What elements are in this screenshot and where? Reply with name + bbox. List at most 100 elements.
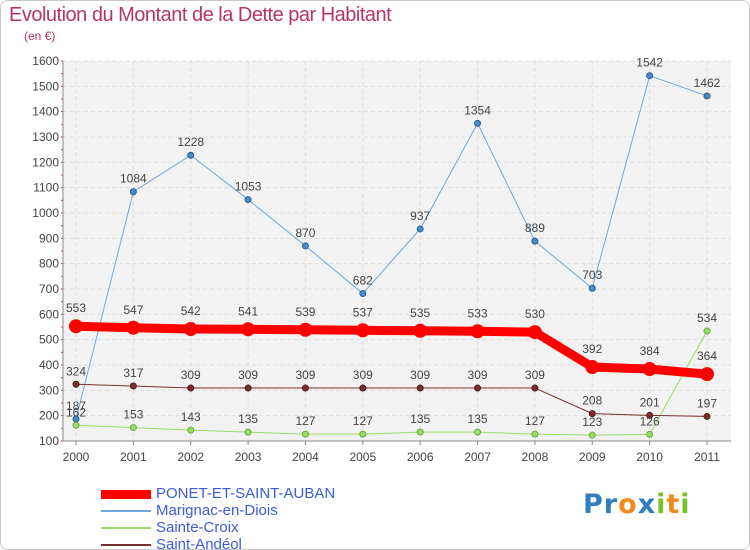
data-label: 1084 <box>120 172 147 186</box>
data-point <box>474 384 482 392</box>
data-point <box>416 384 424 392</box>
series-line <box>75 383 708 417</box>
y-tick-label: 500 <box>39 333 59 347</box>
x-tick-label: 2009 <box>579 450 606 464</box>
chart-unit-label: (en €) <box>24 29 56 43</box>
data-point <box>241 322 256 337</box>
data-point <box>301 242 309 250</box>
data-point <box>531 237 539 245</box>
y-tick-label: 600 <box>39 307 59 321</box>
data-label: 1228 <box>177 135 204 149</box>
data-label: 542 <box>181 304 201 318</box>
x-tick-label: 2011 <box>694 450 720 464</box>
data-point <box>244 384 252 392</box>
data-label: 534 <box>697 311 717 325</box>
data-label: 1354 <box>464 103 491 117</box>
data-point <box>642 362 657 377</box>
data-label: 135 <box>238 412 258 426</box>
data-label: 127 <box>353 414 373 428</box>
data-point <box>355 323 370 338</box>
series-line <box>75 75 708 420</box>
data-point <box>646 411 654 419</box>
data-point <box>359 384 367 392</box>
data-point <box>646 430 654 438</box>
y-tick-label: 1600 <box>32 54 59 68</box>
logo-letter: r <box>603 489 619 520</box>
data-point <box>187 426 195 434</box>
legend-label: Saint-Andéol <box>156 536 242 550</box>
data-label: 309 <box>238 368 258 382</box>
data-point <box>129 382 137 390</box>
data-label: 162 <box>66 405 86 419</box>
logo-letter: x <box>637 489 657 520</box>
data-label: 682 <box>353 274 373 288</box>
data-point <box>298 322 313 337</box>
data-label: 197 <box>697 396 717 410</box>
data-label: 1462 <box>694 76 721 90</box>
x-tick-label: 2006 <box>407 450 434 464</box>
data-point <box>416 225 424 233</box>
legend-swatch <box>101 489 151 499</box>
data-label: 870 <box>295 226 315 240</box>
logo-letter: P <box>583 489 604 520</box>
data-point <box>527 325 542 340</box>
data-point <box>72 421 80 429</box>
data-label: 937 <box>410 209 430 223</box>
y-tick-label: 400 <box>39 358 59 372</box>
data-label: 553 <box>66 301 86 315</box>
legend-label: Sainte-Croix <box>156 519 239 536</box>
data-label: 392 <box>582 342 602 356</box>
series-line <box>71 321 712 379</box>
plot-background <box>63 61 731 441</box>
y-tick-label: 1400 <box>32 105 59 119</box>
data-label: 309 <box>525 368 545 382</box>
data-label: 541 <box>238 304 258 318</box>
data-point <box>69 319 83 334</box>
logo-letter: t <box>666 489 681 520</box>
y-tick-label: 900 <box>39 231 59 245</box>
legend-swatch <box>101 544 151 546</box>
data-point <box>703 92 711 100</box>
y-tick-label: 700 <box>39 282 59 296</box>
data-point <box>129 188 137 196</box>
x-tick-label: 2002 <box>177 450 204 464</box>
logo-letter: o <box>618 489 638 520</box>
data-label: 135 <box>468 412 488 426</box>
x-tick-label: 2007 <box>464 450 491 464</box>
x-tick-label: 2001 <box>120 450 147 464</box>
data-point <box>416 428 424 436</box>
data-label: 535 <box>410 306 430 320</box>
data-label: 533 <box>468 306 488 320</box>
y-tick-label: 1000 <box>32 206 59 220</box>
data-point <box>301 384 309 392</box>
data-point <box>588 284 596 292</box>
data-point <box>700 367 714 382</box>
data-label: 309 <box>181 368 201 382</box>
data-label: 317 <box>123 366 143 380</box>
data-point <box>244 196 252 204</box>
data-label: 143 <box>181 410 201 424</box>
series-line <box>75 330 708 436</box>
data-label: 126 <box>640 414 660 428</box>
data-point <box>585 360 600 375</box>
y-tick-label: 1200 <box>32 155 59 169</box>
data-point <box>588 431 596 439</box>
data-label: 537 <box>353 305 373 319</box>
x-tick-label: 2000 <box>63 450 90 464</box>
legend-label: PONET-ET-SAINT-AUBAN <box>156 485 336 502</box>
data-label: 153 <box>123 408 143 422</box>
data-point <box>129 424 137 432</box>
data-point <box>126 320 141 335</box>
y-tick-label: 100 <box>39 434 59 448</box>
legend-swatch <box>101 510 151 512</box>
data-point <box>187 151 195 159</box>
y-tick-label: 1100 <box>33 181 59 195</box>
data-label: 309 <box>295 368 315 382</box>
data-point <box>703 412 711 420</box>
data-label: 309 <box>468 368 488 382</box>
data-label: 135 <box>410 412 430 426</box>
y-tick-label: 800 <box>39 257 59 271</box>
logo-letter: i <box>656 489 667 520</box>
